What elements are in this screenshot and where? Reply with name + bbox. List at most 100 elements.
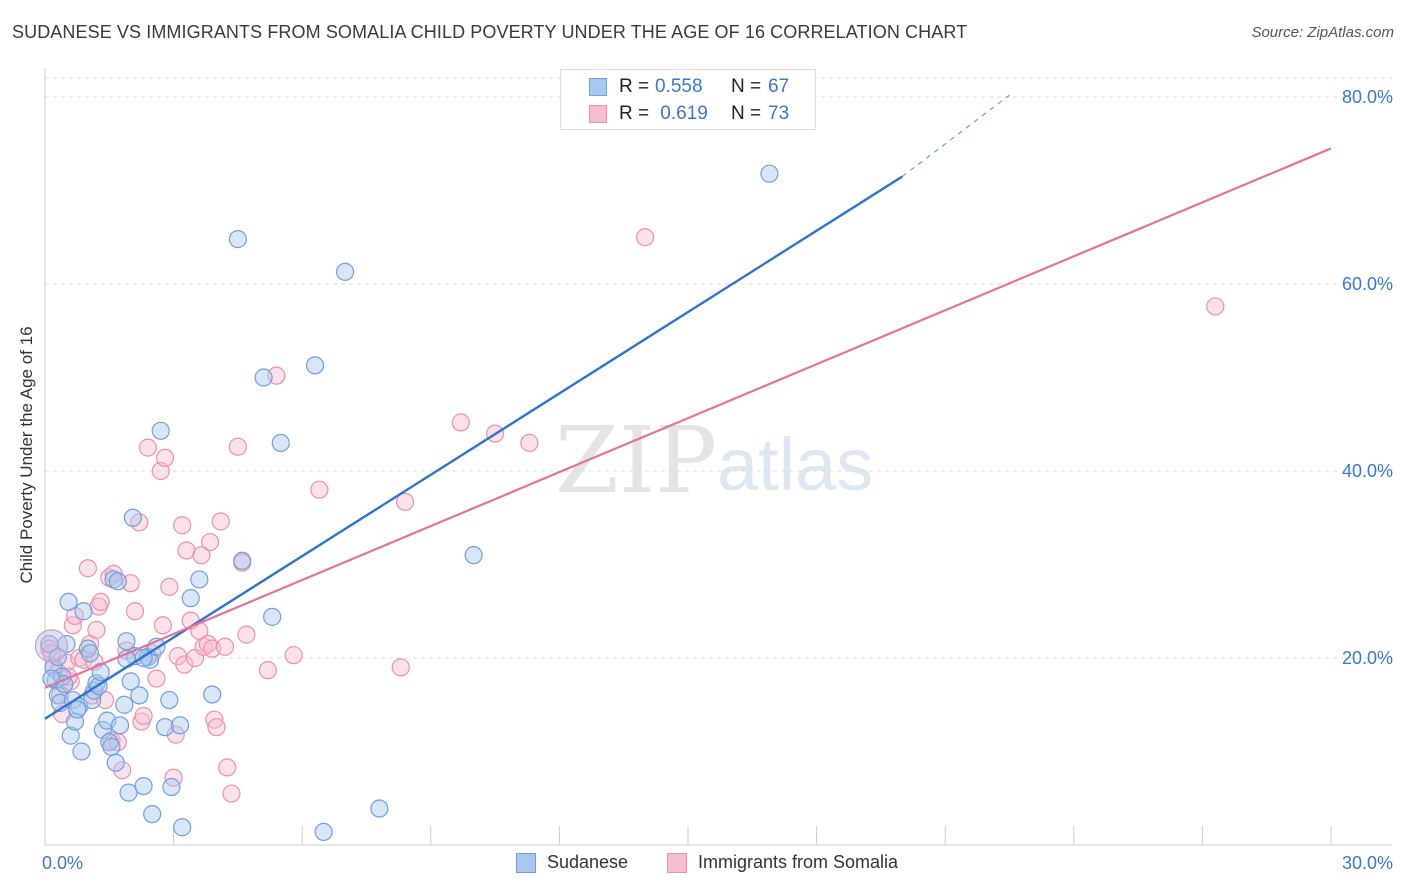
- legend-r-label: R =: [619, 103, 650, 124]
- sudanese-point: [106, 753, 125, 772]
- sudanese-point: [233, 551, 252, 570]
- somalia-point: [395, 492, 415, 511]
- sudanese-point: [203, 685, 222, 704]
- somalia-point: [160, 577, 179, 597]
- somalia-point: [215, 637, 235, 656]
- sudanese-point: [100, 733, 119, 752]
- somalia-point: [205, 710, 224, 729]
- sudanese-point: [162, 777, 181, 797]
- legend-label-somalia: Immigrants from Somalia: [698, 852, 899, 872]
- legend-r-value: 0.619: [655, 103, 708, 124]
- somalia-point: [636, 228, 655, 247]
- chart-title: SUDANESE VS IMMIGRANTS FROM SOMALIA CHIL…: [12, 22, 968, 42]
- sudanese-point: [155, 718, 175, 737]
- legend-n-value: 73: [768, 103, 790, 124]
- tick-label-layer: 20.0% 40.0% 60.0% 80.0% 0.0% 30.0%: [42, 87, 1393, 873]
- sudanese-point: [80, 644, 100, 663]
- sudanese-point: [170, 716, 190, 735]
- somalia-point: [284, 646, 303, 665]
- sudanese-point: [173, 818, 192, 837]
- somalia-point: [87, 620, 106, 640]
- sudanese-point: [59, 592, 78, 612]
- sudanese-point: [78, 639, 97, 658]
- watermark: ZIP atlas: [555, 407, 873, 514]
- somalia-point: [91, 592, 110, 612]
- sudanese-point: [134, 776, 153, 796]
- sudanese-trend-extension: [901, 94, 1010, 177]
- sudanese-point: [305, 356, 325, 375]
- watermark-atlas: atlas: [717, 423, 873, 506]
- sudanese-point: [335, 262, 355, 281]
- x-tick-label: 30.0%: [1342, 853, 1393, 873]
- legend-n-value: 67: [768, 76, 790, 97]
- legend-r-label: R =: [619, 76, 650, 97]
- sudanese-point: [108, 572, 127, 591]
- legend-n-label: N =: [731, 103, 762, 124]
- somalia-point: [166, 725, 185, 744]
- sudanese-point: [115, 695, 134, 714]
- sudanese-point: [110, 716, 130, 735]
- sudanese-point: [143, 805, 162, 824]
- sudanese-point: [72, 742, 91, 761]
- sudanese-point: [102, 737, 121, 756]
- sudanese-point: [228, 230, 247, 249]
- y-tick-label: 80.0%: [1342, 87, 1393, 107]
- somalia-point: [125, 602, 145, 621]
- sudanese-point: [760, 164, 779, 183]
- somalia-points: [40, 228, 1225, 803]
- chart-source: Source: ZipAtlas.com: [1251, 24, 1394, 41]
- x-tick-label: 0.0%: [42, 853, 83, 873]
- legend-row-somalia: R = 0.619 N = 73: [561, 101, 815, 127]
- somalia-point: [138, 438, 157, 457]
- cluster-point: [34, 629, 69, 663]
- somalia-point: [134, 706, 153, 726]
- legend-row-sudanese: R = 0.558 N = 67: [561, 74, 815, 100]
- sudanese-point: [464, 546, 483, 565]
- legend-label-sudanese: Sudanese: [547, 852, 629, 872]
- somalia-point: [258, 661, 278, 680]
- legend-swatch-sudanese: [516, 852, 536, 873]
- somalia-point: [228, 437, 247, 456]
- correlation-legend: R = 0.558 N = 67 R = 0.619 N = 73: [560, 69, 816, 130]
- sudanese-point: [151, 421, 170, 440]
- somalia-point: [237, 625, 256, 644]
- sudanese-point: [190, 570, 209, 589]
- sudanese-point: [271, 433, 290, 453]
- sudanese-point: [370, 799, 389, 818]
- somalia-trend-line: [44, 147, 1332, 689]
- legend-item-sudanese: Sudanese: [516, 852, 628, 873]
- somalia-point: [310, 480, 329, 499]
- somalia-point: [218, 758, 237, 777]
- somalia-point: [192, 546, 211, 565]
- somalia-point: [175, 655, 194, 674]
- sudanese-point: [87, 674, 106, 693]
- sudanese-point: [314, 822, 333, 842]
- legend-swatch-pink: [589, 105, 607, 123]
- somalia-point: [1206, 297, 1225, 316]
- somalia-point: [153, 616, 172, 635]
- sudanese-point: [160, 690, 179, 710]
- sudanese-point: [181, 589, 200, 608]
- watermark-zip: ZIP: [555, 407, 717, 514]
- legend-n-label: N =: [731, 76, 762, 97]
- sudanese-point: [74, 602, 93, 621]
- somalia-point: [177, 541, 196, 560]
- legend-item-somalia: Immigrants from Somalia: [667, 852, 898, 873]
- somalia-point: [200, 532, 220, 552]
- sudanese-point: [123, 508, 142, 527]
- sudanese-point: [68, 700, 87, 719]
- somalia-point: [451, 413, 470, 432]
- axis-layer: [44, 68, 1392, 846]
- legend-swatch-blue: [589, 78, 607, 96]
- somalia-point: [211, 512, 230, 531]
- sudanese-point: [121, 672, 140, 691]
- trend-layer: [44, 94, 1332, 720]
- somalia-point: [113, 761, 132, 780]
- somalia-point: [207, 718, 226, 737]
- somalia-point: [222, 784, 241, 803]
- somalia-point: [155, 448, 175, 468]
- grid-layer: [45, 77, 1392, 659]
- y-tick-label: 40.0%: [1342, 461, 1393, 481]
- somalia-point: [78, 559, 97, 578]
